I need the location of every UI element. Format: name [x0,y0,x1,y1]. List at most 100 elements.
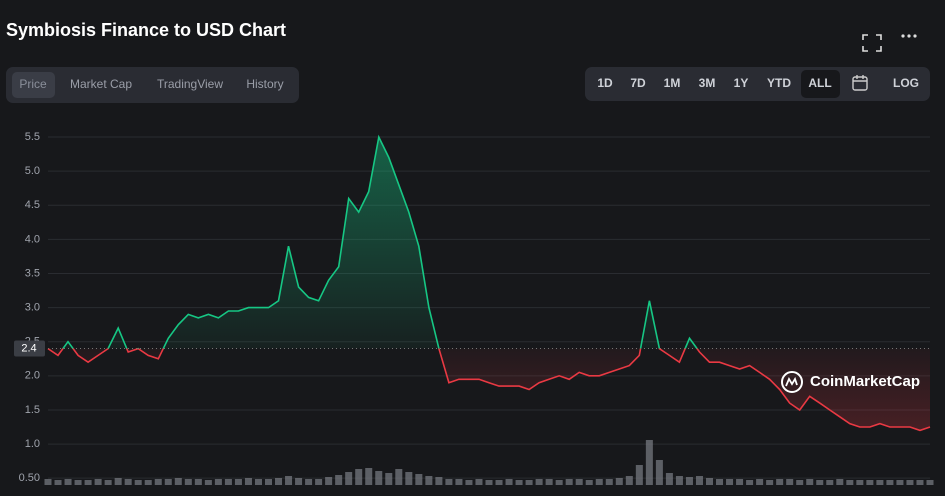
y-tick-label: 4.0 [25,233,40,245]
volume-bar [134,480,142,485]
volume-bar [285,476,293,485]
volume-bar [465,480,473,485]
volume-bar [385,473,393,485]
volume-bar [164,479,172,485]
baseline-label-box [14,340,45,357]
volume-bar [335,475,343,485]
volume-bar [305,479,313,485]
volume-bar [94,479,102,485]
volume-bar [786,479,794,485]
range-button[interactable]: 1D [597,76,613,90]
volume-bar [535,479,543,485]
volume-bar [695,476,703,485]
volume-bar [224,479,232,485]
range-button[interactable]: 3M [699,76,716,90]
volume-bar [124,479,132,485]
volume-bar [325,477,333,485]
volume-bar [665,473,673,485]
volume-bar [174,478,182,485]
volume-bar [635,465,643,485]
watermark-logo [781,371,803,393]
volume-bar [435,477,443,485]
volume-bar [595,479,603,485]
volume-bar [826,480,834,485]
volume-bar [415,474,423,485]
volume-bar [746,480,754,485]
volume-bar [776,479,784,485]
volume-bar [365,468,373,485]
price-area [48,137,930,431]
volume-bar [505,479,513,485]
volume-bar [375,471,383,485]
volume-bar [114,478,122,485]
volume-bar [204,480,212,485]
chart-title: Symbiosis Finance to USD Chart [6,20,286,40]
volume-bar [515,480,523,485]
range-button[interactable]: 1Y [734,76,749,90]
volume-bar [154,479,162,485]
volume-bar [876,480,884,485]
volume-bar [64,479,72,485]
watermark: CoinMarketCap [810,373,920,390]
volume-bar [565,479,573,485]
y-tick-label: 1.0 [25,438,40,450]
range-button[interactable]: ALL [808,76,831,90]
range-group [585,67,930,101]
y-tick-label: 3.5 [25,267,40,279]
range-button[interactable]: 1M [664,76,681,90]
log-button[interactable]: LOG [893,76,919,90]
volume-bar [425,476,433,485]
volume-bar [345,472,353,485]
volume-bar [675,476,683,485]
tab[interactable]: Price [19,77,47,91]
y-tick-label: 2.0 [25,370,40,382]
fullscreen-icon[interactable] [862,34,882,52]
volume-bar [525,480,533,485]
volume-bar [84,480,92,485]
volume-bar [315,479,323,485]
range-button[interactable]: YTD [767,76,791,90]
volume-bar [726,479,734,485]
volume-bar [264,479,273,485]
volume-bar [645,440,653,485]
volume-bar [475,479,483,485]
volume-bar [275,478,283,485]
volume-bar [625,476,633,485]
volume-bar [184,479,192,485]
volume-bar [194,479,202,485]
tab[interactable]: History [246,77,283,91]
volume-bar [685,477,693,485]
volume-bar [926,480,934,485]
range-button[interactable]: 7D [630,76,646,90]
active-range [801,70,840,98]
y-tick-label: 5.5 [25,131,40,143]
watermark-logo [785,376,798,387]
active-tab [12,72,55,98]
volume-bar [355,469,363,485]
volume-bar [756,479,764,485]
volume-bar [144,480,152,485]
calendar-icon[interactable] [852,75,868,91]
volume-bar [555,480,563,485]
tab[interactable]: TradingView [157,77,223,91]
volume-bar [896,480,904,485]
tab-group [6,67,299,103]
volume-bar [585,480,593,485]
volume-bar [104,480,112,485]
volume-bar [44,479,52,485]
volume-bar [916,480,924,485]
tab[interactable]: Market Cap [70,77,132,91]
volume-bar [836,479,844,485]
volume-bar [405,472,413,485]
volume-bar [796,480,804,485]
baseline-label: 2.4 [21,342,36,354]
volume-bar [856,480,864,485]
volume-bar [495,480,503,485]
more-icon[interactable] [901,34,917,38]
volume-bar [705,478,714,485]
volume-bar [445,479,453,485]
volume-bar [736,479,744,485]
y-tick-label: 3.0 [25,302,40,314]
volume-bar [615,478,623,485]
